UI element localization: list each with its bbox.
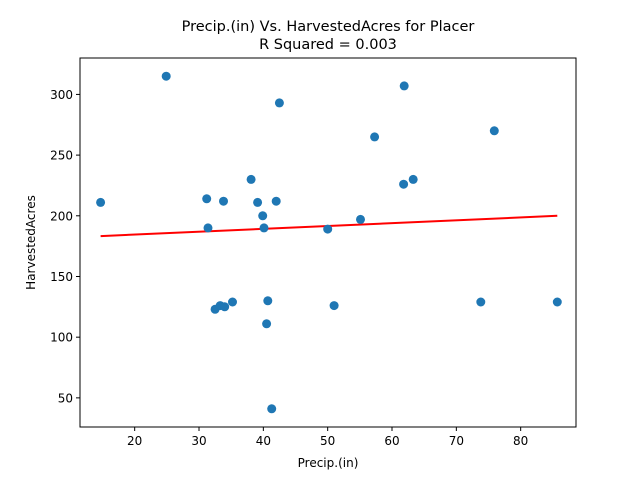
scatter-point (246, 174, 256, 184)
x-tick-label: 50 (320, 434, 335, 448)
scatter-point (323, 224, 333, 234)
scatter-point (203, 223, 213, 233)
y-tick-label: 100 (50, 331, 73, 345)
x-tick-label: 40 (256, 434, 271, 448)
scatter-point (356, 214, 365, 224)
scatter-point (219, 196, 228, 206)
scatter-point (161, 71, 171, 81)
y-axis-ticks: 50 100 150 200 250 300 (50, 88, 80, 405)
scatter-point (399, 81, 409, 91)
scatter-point (263, 296, 273, 306)
y-axis-label: HarvestedAcres (24, 195, 38, 290)
x-axis-ticks: 20 30 40 50 60 70 80 (127, 427, 528, 448)
scatter-point (408, 174, 418, 184)
y-tick-label: 150 (50, 270, 73, 284)
x-tick-label: 60 (384, 434, 399, 448)
scatter-point (552, 297, 562, 307)
chart-title: Precip.(in) Vs. HarvestedAcres for Place… (182, 19, 475, 35)
scatter-point (96, 197, 106, 207)
scatter-point (271, 196, 281, 206)
chart-subtitle: R Squared = 0.003 (259, 37, 397, 53)
x-axis-label: Precip.(in) (298, 456, 359, 470)
scatter-point (476, 297, 486, 307)
y-tick-label: 50 (58, 391, 73, 405)
x-tick-label: 80 (513, 434, 528, 448)
x-tick-label: 20 (127, 434, 142, 448)
scatter-point (267, 404, 277, 414)
x-tick-label: 30 (191, 434, 206, 448)
scatter-point (399, 179, 409, 189)
scatter-point (202, 194, 212, 204)
scatter-point (258, 211, 268, 221)
y-tick-label: 300 (50, 88, 73, 102)
scatter-point (489, 126, 499, 136)
scatter-point (259, 223, 269, 233)
scatter-point (253, 197, 263, 207)
y-tick-label: 200 (50, 209, 73, 223)
scatter-points (96, 71, 562, 414)
scatter-point (329, 301, 339, 311)
scatter-point (274, 98, 284, 108)
y-tick-label: 250 (50, 149, 73, 163)
scatter-point (370, 132, 380, 142)
x-tick-label: 70 (449, 434, 464, 448)
scatter-point (220, 302, 230, 312)
scatter-point (228, 297, 237, 307)
scatter-point (262, 319, 272, 329)
